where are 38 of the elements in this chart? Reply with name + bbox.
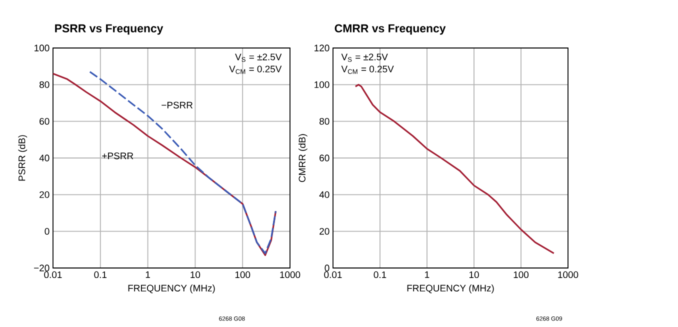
y-tick-label: 40 [39, 154, 50, 162]
y-tick-label: 0 [44, 228, 50, 235]
x-axis-title: FREQUENCY (MHz) [407, 284, 494, 294]
y-tick-label: 120 [314, 44, 330, 52]
y-tick-label: 100 [314, 81, 330, 88]
x-tick-label: 1 [425, 271, 430, 278]
x-tick-label: 1000 [558, 271, 578, 278]
x-tick-label: 0.01 [44, 271, 62, 278]
y-tick-label: 80 [40, 81, 50, 88]
x-tick-label: 0.1 [94, 271, 107, 278]
y-tick-label: 0 [324, 264, 330, 272]
x-tick-label: 1000 [280, 271, 300, 278]
y-tick-label: 100 [34, 44, 50, 52]
annotation: V$_{S}$ = ±2.5V [341, 54, 388, 62]
series-label: −PSRR [162, 102, 193, 108]
y-tick-label: 20 [320, 228, 330, 235]
x-tick-label: 100 [514, 271, 529, 278]
y-tick-label: −20 [34, 264, 50, 272]
chart-title: PSRR vs Frequency [55, 24, 164, 35]
chart-title: CMRR vs Frequency [334, 24, 446, 35]
x-tick-label: 10 [469, 271, 479, 278]
annotation: V$_{CM}$ = 0.25V [229, 66, 282, 74]
annotation: V$_{CM}$ = 0.25V [341, 66, 394, 74]
y-tick-label: 60 [40, 118, 50, 125]
y-axis-title: CMRR (dB) [298, 134, 308, 182]
y-tick-label: 80 [320, 118, 330, 125]
x-tick-label: 0.01 [324, 271, 342, 278]
x-axis-title: FREQUENCY (MHz) [128, 284, 215, 294]
y-axis-title: PSRR (dB) [18, 135, 28, 181]
x-tick-label: 0.1 [374, 271, 386, 278]
y-tick-label: 40 [319, 191, 330, 198]
annotation: V$_{S}$ = ±2.5V [235, 54, 282, 62]
text: +PSRR [102, 152, 134, 160]
x-tick-label: 100 [235, 271, 250, 278]
y-tick-label: 60 [320, 154, 330, 162]
x-tick-label: 1 [146, 271, 150, 278]
y-tick-label: 20 [40, 191, 50, 198]
x-tick-label: 10 [190, 271, 200, 278]
